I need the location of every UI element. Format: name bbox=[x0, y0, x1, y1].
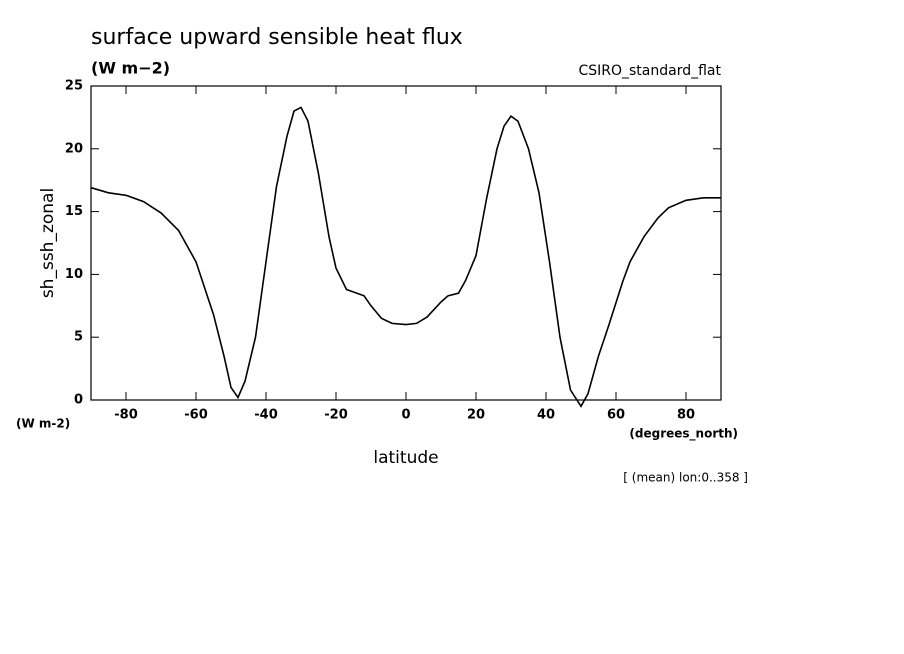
data-line bbox=[90, 106, 721, 408]
subtitle: (W m−2) bbox=[91, 59, 170, 78]
y-tick-label: 20 bbox=[65, 141, 83, 156]
x-tick-label: 40 bbox=[537, 408, 555, 423]
y-tick-label: 10 bbox=[65, 267, 83, 282]
chart-title: surface upward sensible heat flux bbox=[91, 25, 463, 50]
annotation: [ (mean) lon:0..358 ] bbox=[623, 471, 748, 485]
y-tick-label: 15 bbox=[65, 204, 83, 219]
y-tick-label: 5 bbox=[74, 330, 83, 345]
x-tick-label: -80 bbox=[114, 408, 138, 423]
x-tick-label: -60 bbox=[184, 408, 208, 423]
x-units: (degrees_north) bbox=[629, 427, 738, 442]
dataset-label: CSIRO_standard_flat bbox=[578, 63, 721, 79]
x-tick-label: -20 bbox=[324, 408, 348, 423]
x-tick-label: -40 bbox=[254, 408, 278, 423]
y-axis-label: sh_ssh_zonal bbox=[38, 188, 58, 298]
x-tick-label: 60 bbox=[607, 408, 625, 423]
y-units: (W m-2) bbox=[16, 417, 70, 431]
x-tick-label: 80 bbox=[677, 408, 695, 423]
y-tick-label: 25 bbox=[65, 79, 83, 94]
x-axis-label: latitude bbox=[373, 448, 438, 468]
x-tick-label: 20 bbox=[467, 408, 485, 423]
y-tick-label: 0 bbox=[74, 393, 83, 408]
x-tick-label: 0 bbox=[401, 408, 410, 423]
